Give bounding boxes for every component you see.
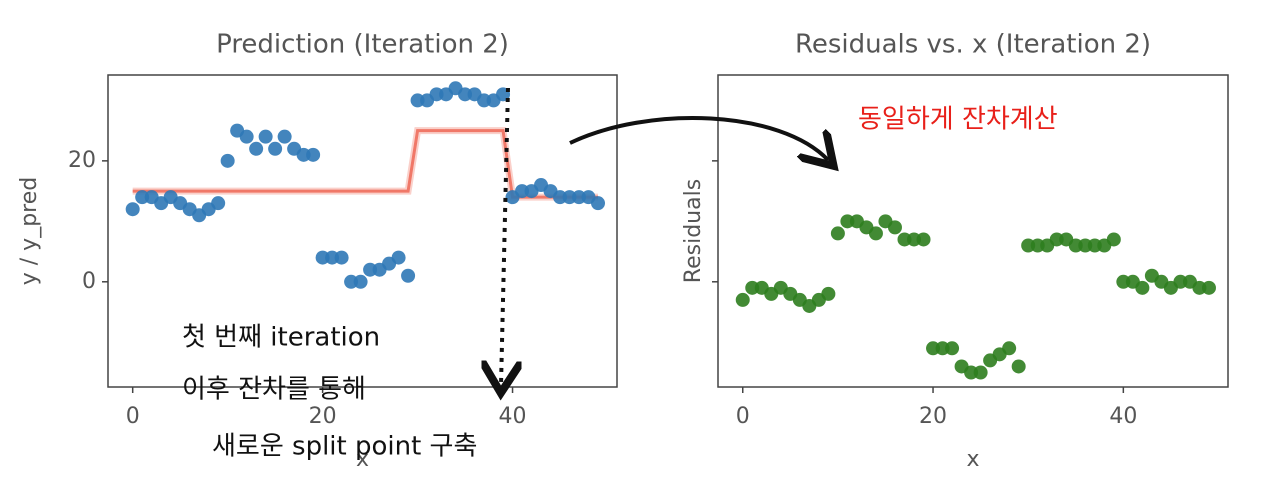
x-tick-label: 20 (309, 404, 337, 429)
point (1106, 232, 1121, 247)
annotation: 첫 번째 iteration (182, 323, 380, 353)
y-tick-label: 20 (68, 148, 96, 173)
point (125, 202, 140, 217)
point (830, 226, 845, 241)
point (735, 292, 750, 307)
point (916, 232, 931, 247)
point (973, 365, 988, 380)
point (258, 129, 273, 144)
point (945, 341, 960, 356)
point (334, 250, 349, 265)
x-axis-label: x (966, 447, 979, 472)
annotation: 이후 잔차를 통해 (182, 375, 366, 405)
point (268, 141, 283, 156)
point (249, 141, 264, 156)
point (306, 147, 321, 162)
point (1135, 280, 1150, 295)
point (1002, 341, 1017, 356)
x-axis-label: x (356, 447, 369, 472)
plot-frame (107, 74, 618, 388)
point (211, 196, 226, 211)
y-axis-label: y / y_pred (17, 177, 42, 285)
point (401, 268, 416, 283)
x-tick-label: 40 (499, 404, 527, 429)
chart-title: Residuals vs. x (Iteration 2) (795, 30, 1151, 60)
annotation: 새로운 split point 구축 (212, 432, 477, 462)
point (887, 220, 902, 235)
arrow (569, 116, 828, 160)
charts: 0 20 40 0 20 Prediction (Iteration 2) x y / y_p… (17, 30, 1229, 472)
chart-title: Prediction (Iteration 2) (216, 30, 509, 60)
point (220, 153, 235, 168)
x-tick-label: 0 (126, 404, 140, 429)
x-tick-label: 40 (1109, 404, 1137, 429)
point (239, 129, 254, 144)
point (591, 196, 606, 211)
point (821, 286, 836, 301)
plot-frame (717, 74, 1229, 388)
point (1201, 280, 1216, 295)
point (391, 250, 406, 265)
y-tick-label: 0 (82, 269, 96, 294)
point (277, 129, 292, 144)
y-axis-label: Residuals (681, 179, 706, 283)
point (1011, 359, 1026, 374)
point (353, 274, 368, 289)
x-tick-label: 0 (736, 404, 750, 429)
x-tick-label: 20 (919, 404, 947, 429)
annotation: 동일하게 잔차계산 (858, 105, 1058, 135)
point (868, 226, 883, 241)
